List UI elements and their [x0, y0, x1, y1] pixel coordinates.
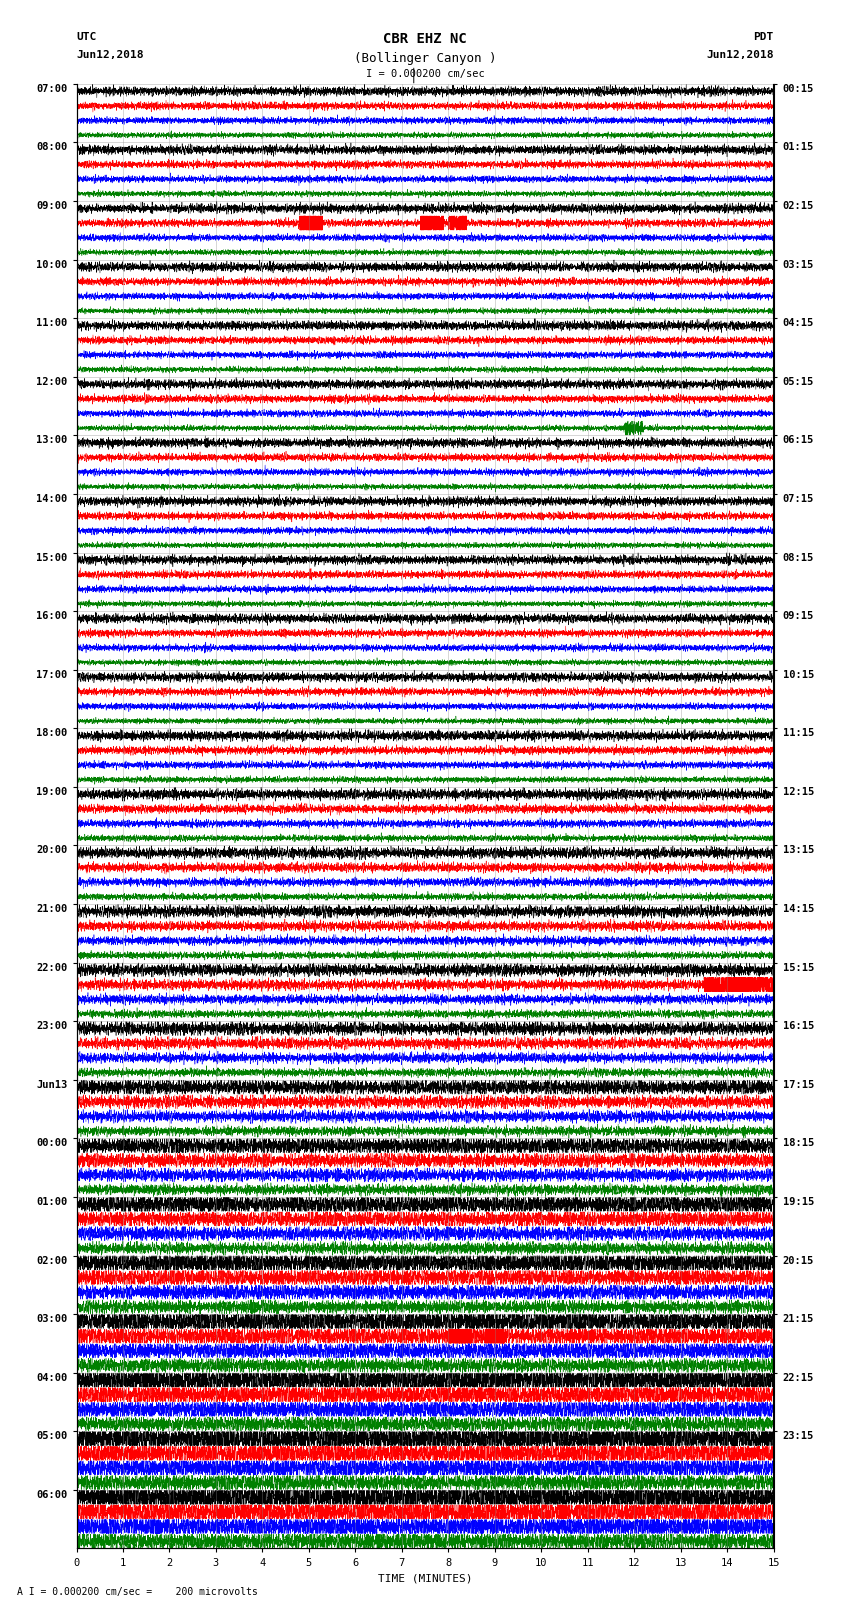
- Text: A I = 0.000200 cm/sec =    200 microvolts: A I = 0.000200 cm/sec = 200 microvolts: [17, 1587, 258, 1597]
- X-axis label: TIME (MINUTES): TIME (MINUTES): [377, 1573, 473, 1582]
- Text: UTC: UTC: [76, 32, 97, 42]
- Text: I = 0.000200 cm/sec: I = 0.000200 cm/sec: [366, 69, 484, 79]
- Text: │: │: [410, 68, 416, 84]
- Text: Jun12,2018: Jun12,2018: [76, 50, 144, 60]
- Text: (Bollinger Canyon ): (Bollinger Canyon ): [354, 52, 496, 65]
- Text: Jun12,2018: Jun12,2018: [706, 50, 774, 60]
- Text: PDT: PDT: [753, 32, 774, 42]
- Text: CBR EHZ NC: CBR EHZ NC: [383, 32, 467, 47]
